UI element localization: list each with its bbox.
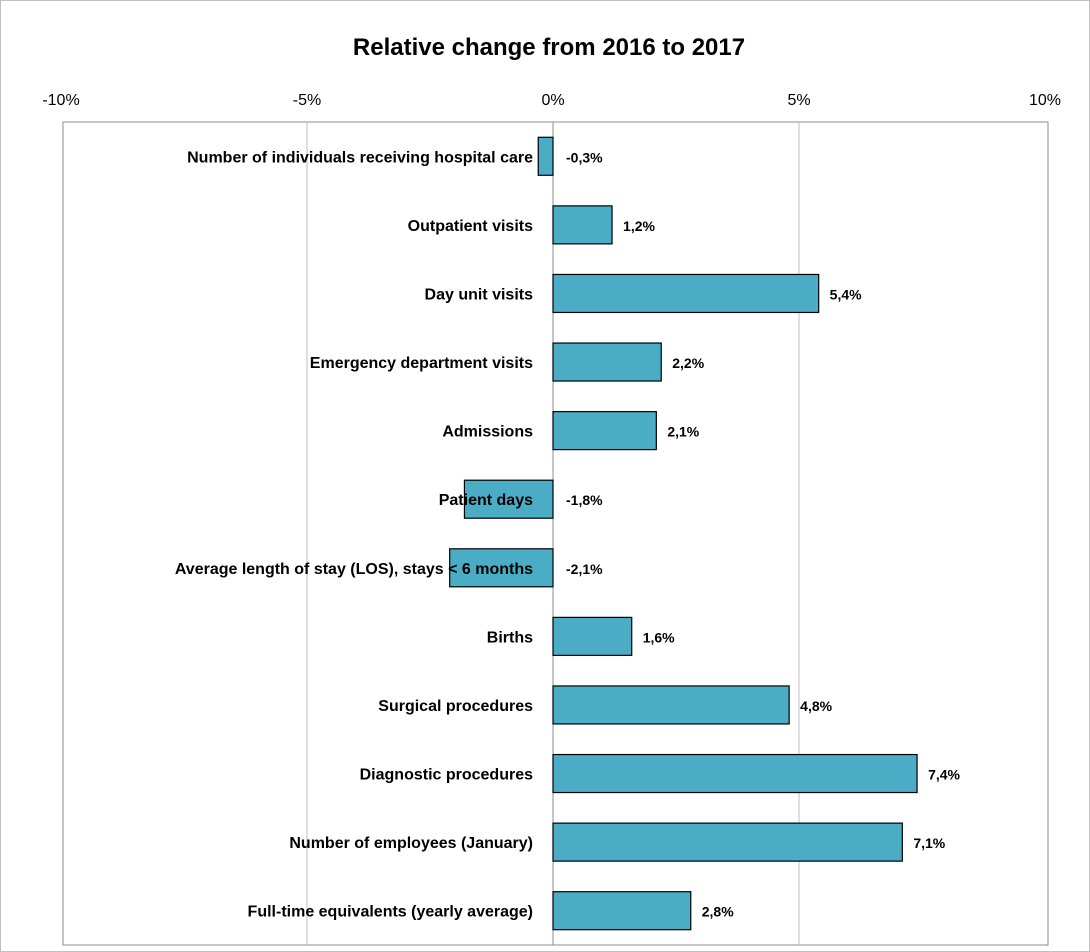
data-label: 1,6% — [643, 629, 675, 645]
data-label: 2,1% — [667, 424, 699, 440]
bar — [552, 411, 657, 451]
category-label: Diagnostic procedures — [360, 767, 533, 784]
x-tick-label: 0% — [541, 92, 564, 109]
x-tick-label: 5% — [787, 92, 810, 109]
x-tick-label: 10% — [1029, 92, 1061, 109]
bar — [552, 685, 790, 725]
category-label: Admissions — [442, 424, 533, 441]
data-label: 7,1% — [913, 835, 945, 851]
bar — [463, 479, 554, 519]
category-label: Number of individuals receiving hospital… — [187, 149, 533, 166]
bar — [537, 136, 554, 176]
category-label: Outpatient visits — [408, 218, 533, 235]
bar — [552, 342, 662, 382]
category-label: Births — [487, 629, 533, 646]
data-label: 2,8% — [702, 904, 734, 920]
bar — [552, 891, 692, 931]
data-label: 5,4% — [830, 286, 862, 302]
category-label: Average length of stay (LOS), stays < 6 … — [175, 561, 533, 578]
bar — [552, 273, 820, 314]
data-label: -2,1% — [566, 561, 603, 577]
data-label: 7,4% — [928, 767, 960, 783]
bar — [552, 616, 633, 656]
bar — [552, 753, 918, 794]
plot-area — [62, 121, 1049, 946]
data-labels: -0,3% 1,2% 5,4% 2,2% 2,1% -1,8% -2,1% 1,6% 4,8% 7… — [566, 149, 961, 919]
data-label: -1,8% — [566, 492, 603, 508]
bar — [552, 205, 613, 245]
x-axis: -10% -5% 0% 5% 10% — [42, 92, 1061, 109]
category-label: Surgical procedures — [378, 698, 533, 715]
data-label: 1,2% — [623, 218, 655, 234]
bar — [449, 548, 554, 588]
x-tick-label: -10% — [42, 92, 79, 109]
data-label: -0,3% — [566, 149, 603, 165]
category-label: Emergency department visits — [310, 355, 533, 372]
gridlines — [306, 122, 800, 945]
category-label: Full-time equivalents (yearly average) — [248, 904, 533, 921]
category-label: Patient days — [439, 492, 533, 509]
chart-title: Relative change from 2016 to 2017 — [353, 34, 745, 61]
data-label: 2,2% — [672, 355, 704, 371]
data-label: 4,8% — [800, 698, 832, 714]
bars — [449, 136, 918, 931]
x-tick-label: -5% — [293, 92, 321, 109]
category-label: Number of employees (January) — [289, 835, 533, 852]
category-label: Day unit visits — [425, 286, 534, 303]
category-labels: Number of individuals receiving hospital… — [175, 149, 533, 920]
bar — [552, 822, 903, 862]
